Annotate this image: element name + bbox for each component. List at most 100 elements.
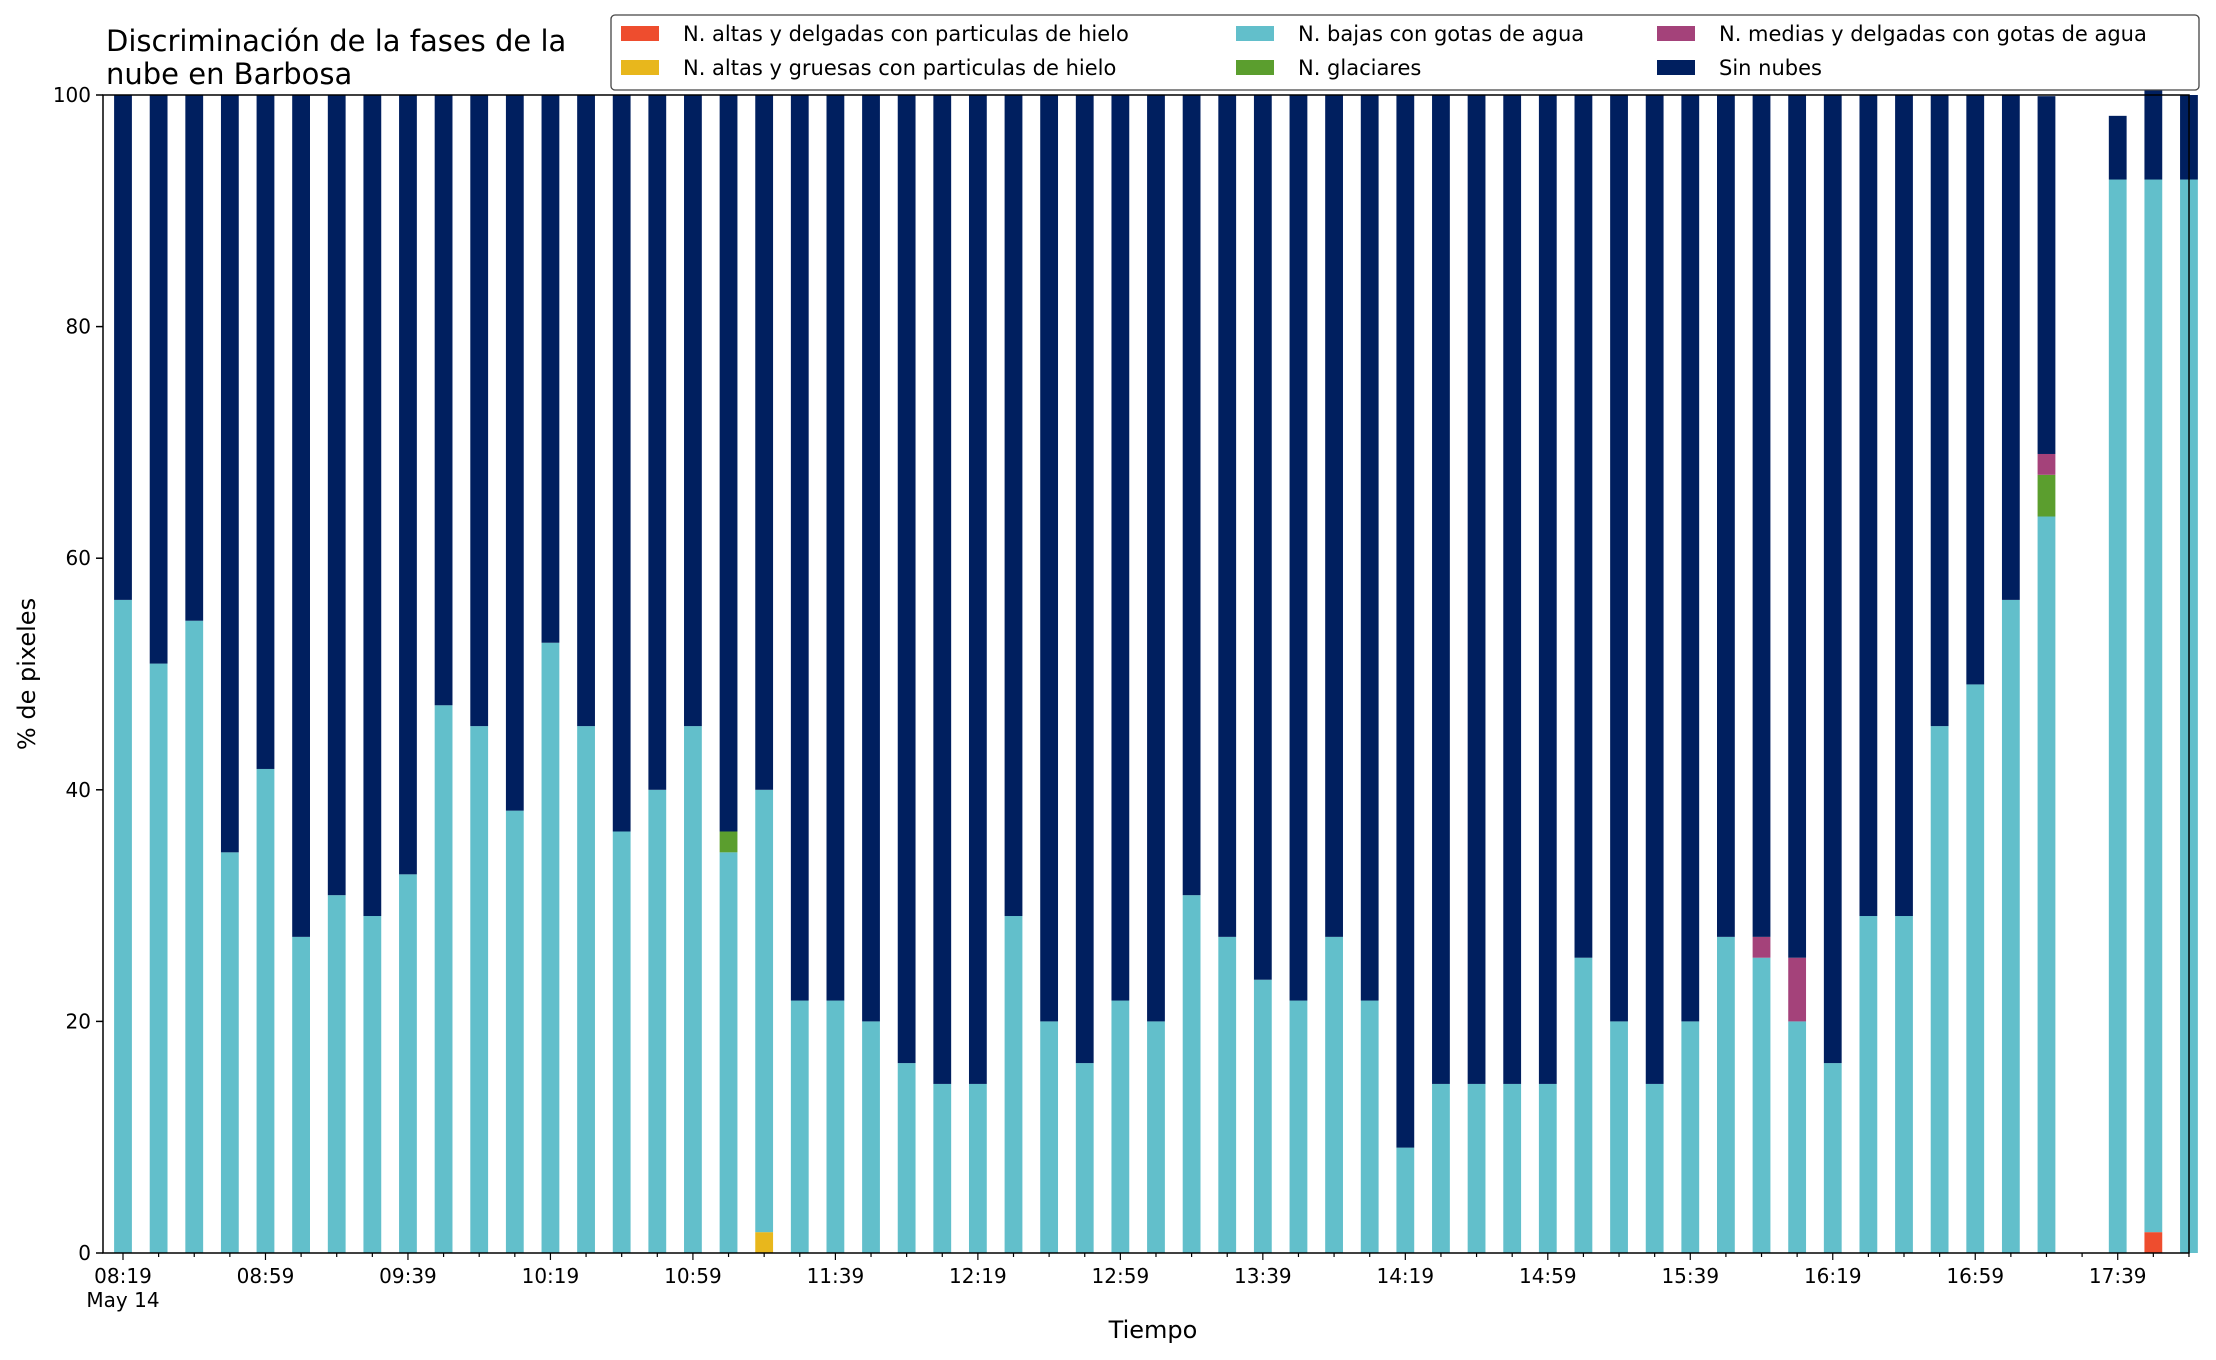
bar-segment-s2-35 (1360, 1000, 1379, 1253)
bar-segment-s5-23 (933, 95, 952, 1084)
bar-segment-s5-8 (399, 95, 417, 875)
bar-segment-s2-47 (1788, 1021, 1807, 1253)
bar-segment-s2-50 (1895, 916, 1913, 1253)
bar-segment-s5-33 (1289, 95, 1308, 1001)
x-tick-label: 12:59 (1092, 1264, 1150, 1288)
bar-segment-s5-3 (220, 95, 239, 853)
bar-segment-s2-23 (933, 1083, 952, 1253)
bar-segment-s2-33 (1289, 1000, 1308, 1253)
x-tick-label: 08:59 (237, 1264, 295, 1288)
x-tick-label: 17:39 (2089, 1264, 2147, 1288)
bar-segment-s4-47 (1788, 957, 1807, 1022)
bar-segment-s2-3 (220, 852, 239, 1253)
bar-segment-s5-27 (1075, 95, 1094, 1064)
bar-segment-s5-12 (541, 95, 560, 643)
bar-segment-s5-16 (684, 95, 702, 727)
y-tick-label: 40 (66, 778, 91, 802)
legend-label-1: N. altas y gruesas con particulas de hie… (683, 56, 1116, 80)
bar-segment-s5-36 (1396, 95, 1415, 1148)
bar-segment-s4-46 (1752, 936, 1771, 958)
x-tick-label: 15:39 (1661, 1264, 1719, 1288)
bar-segment-s2-22 (897, 1063, 916, 1253)
bar-segment-s2-16 (684, 726, 702, 1253)
x-axis: 08:19 08:59 09:39 10:19 10:59 11:39 12:19 12:59… (86, 1253, 2190, 1312)
bar-segment-s2-20 (826, 1000, 845, 1253)
bar-segment-s5-51 (1930, 95, 1949, 727)
legend-swatch-1 (621, 60, 659, 75)
bar-segment-s2-43 (1645, 1083, 1664, 1253)
chart-title-line-2: nube en Barbosa (106, 57, 352, 91)
bar-segment-s5-32 (1253, 95, 1272, 980)
bar-segment-s2-0 (114, 599, 132, 1253)
bar-segment-s5-34 (1325, 95, 1343, 937)
bar-segment-s5-22 (897, 95, 916, 1064)
legend-label-3: N. glaciares (1298, 56, 1421, 80)
bar-segment-s2-11 (505, 810, 524, 1253)
bar-segment-s2-51 (1930, 726, 1949, 1253)
x-tick-label: 14:59 (1519, 1264, 1577, 1288)
bar-segment-s2-2 (185, 620, 204, 1253)
bar-segment-s2-7 (363, 916, 382, 1253)
bar-segment-s4-54 (2037, 453, 2056, 475)
x-tick-label: 12:19 (949, 1264, 1007, 1288)
legend-swatch-3 (1236, 60, 1274, 75)
bar-segment-s5-25 (1004, 95, 1023, 917)
bar-segment-s5-44 (1681, 95, 1700, 1022)
bar-segment-s5-28 (1111, 95, 1130, 1001)
x-tick-label: 10:59 (664, 1264, 722, 1288)
bar-segment-s5-54 (2037, 96, 2056, 454)
bar-segment-s5-53 (2001, 95, 2020, 600)
y-tick-label: 0 (78, 1241, 91, 1265)
x-tick-label: 13:39 (1234, 1264, 1292, 1288)
bar-segment-s5-26 (1040, 95, 1059, 1022)
bar-segment-s2-48 (1823, 1063, 1842, 1253)
bar-segment-s2-54 (2037, 516, 2056, 1253)
bar-segment-s2-37 (1432, 1083, 1450, 1253)
bar-segment-s2-29 (1147, 1021, 1165, 1253)
bar-segment-s5-45 (1717, 95, 1735, 937)
bar-segment-s5-17 (719, 95, 738, 832)
y-axis-label: % de pixeles (13, 598, 41, 750)
x-tick-label: 10:19 (522, 1264, 580, 1288)
bar-segment-s0-57 (2144, 1232, 2163, 1253)
bar-segment-s5-57 (2144, 74, 2163, 180)
bar-segment-s5-4 (256, 95, 275, 769)
bar-segment-s5-7 (363, 95, 382, 917)
bar-segment-s2-34 (1325, 936, 1343, 1253)
bar-segment-s2-25 (1004, 916, 1023, 1253)
bar-segment-s2-38 (1467, 1083, 1486, 1253)
x-tick-label: 16:19 (1804, 1264, 1862, 1288)
bar-segment-s5-31 (1218, 95, 1237, 937)
legend-swatch-2 (1236, 26, 1274, 41)
y-tick-label: 100 (53, 83, 91, 107)
bar-segment-s5-24 (968, 95, 987, 1084)
legend-label-0: N. altas y delgadas con particulas de hi… (683, 22, 1129, 46)
bar-segment-s2-15 (648, 789, 667, 1253)
bar-segment-s5-2 (185, 95, 204, 621)
bar-segment-s3-17 (719, 831, 738, 853)
bar-segment-s5-41 (1574, 95, 1593, 958)
bar-segment-s3-54 (2037, 474, 2056, 517)
bar-segment-s2-24 (968, 1083, 987, 1253)
bar-segment-s2-44 (1681, 1021, 1700, 1253)
bar-segment-s2-30 (1182, 895, 1201, 1253)
bar-segment-s2-9 (434, 705, 453, 1253)
bar-segment-s2-19 (790, 1000, 809, 1253)
legend-swatch-4 (1657, 26, 1695, 41)
x-tick-label: 08:19 (94, 1264, 152, 1288)
bar-segment-s2-26 (1040, 1021, 1059, 1253)
bar-segment-s5-38 (1467, 95, 1486, 1084)
bar-segment-s2-45 (1717, 936, 1735, 1253)
bar-segment-s5-37 (1432, 95, 1450, 1084)
bar-segment-s2-17 (719, 852, 738, 1253)
y-axis: 0 20 40 60 80 100 (53, 83, 103, 1265)
bar-segment-s2-21 (862, 1021, 880, 1253)
legend-box (610, 14, 2200, 91)
y-tick-label: 20 (66, 1009, 91, 1033)
x-tick-label: 09:39 (379, 1264, 437, 1288)
bar-segment-s1-18 (755, 1232, 774, 1253)
bar-segment-s2-31 (1218, 936, 1237, 1253)
bar-segment-s2-39 (1503, 1083, 1522, 1253)
bar-segment-s2-14 (612, 831, 631, 1253)
